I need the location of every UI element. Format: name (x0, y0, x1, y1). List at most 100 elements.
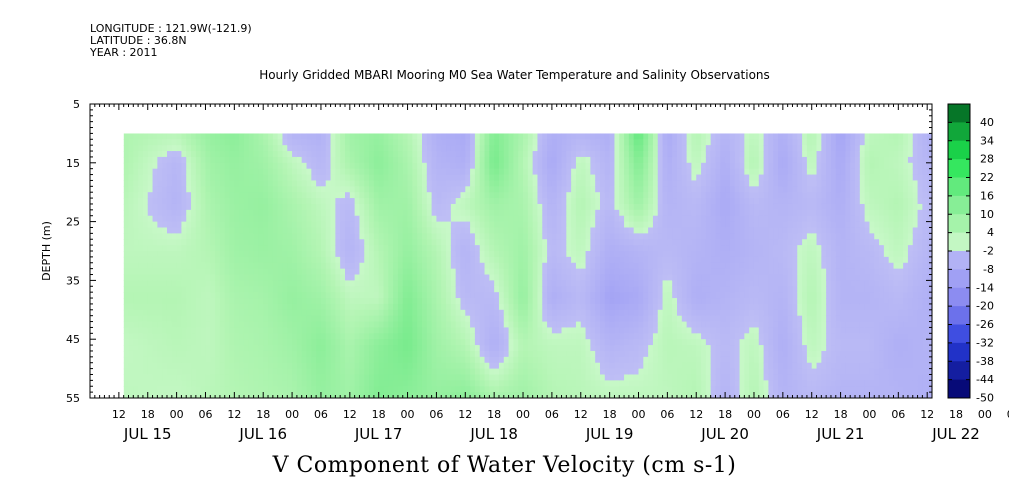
heatmap-cell (551, 298, 558, 305)
heatmap-cell (205, 221, 211, 229)
heatmap-cell (239, 198, 245, 205)
heatmap-cell (498, 156, 505, 164)
heatmap-cell (426, 198, 433, 205)
heatmap-cell (638, 245, 644, 252)
heatmap-cell (595, 180, 601, 187)
heatmap-cell (508, 251, 514, 258)
heatmap-cell (157, 374, 163, 381)
heatmap-cell (316, 298, 322, 305)
heatmap-cell (436, 362, 442, 370)
heatmap-cell (595, 174, 601, 182)
heatmap-cell (181, 392, 187, 398)
heatmap-cell (282, 368, 288, 376)
heatmap-cell (215, 215, 221, 223)
heatmap-cell (441, 356, 447, 364)
heatmap-cell (479, 151, 486, 158)
heatmap-cell (268, 139, 274, 146)
heatmap-cell (152, 174, 158, 182)
heatmap-cell (494, 392, 500, 398)
heatmap-cell (537, 356, 543, 364)
heatmap-cell (580, 309, 587, 317)
heatmap-cell (604, 151, 611, 158)
heatmap-cell (152, 198, 158, 205)
heatmap-cell (287, 350, 293, 358)
heatmap-cell (157, 221, 163, 229)
heatmap-cell (624, 198, 630, 205)
heatmap-cell (643, 162, 649, 170)
heatmap-cell (277, 309, 284, 317)
heatmap-cell (258, 303, 264, 311)
heatmap-cell (648, 192, 654, 199)
heatmap-cell (532, 274, 539, 281)
heatmap-cell (643, 198, 649, 205)
heatmap-cell (441, 280, 447, 287)
heatmap-cell (258, 333, 264, 340)
heatmap-cell (518, 292, 524, 299)
heatmap-cell (566, 221, 572, 229)
heatmap-cell (157, 186, 163, 193)
heatmap-cell (311, 368, 317, 376)
heatmap-cell (518, 233, 524, 240)
heatmap-cell (345, 192, 351, 199)
heatmap-cell (542, 198, 548, 205)
heatmap-cell (157, 315, 163, 323)
heatmap-cell (234, 345, 240, 352)
heatmap-cell (421, 133, 428, 140)
heatmap-cell (268, 174, 274, 182)
heatmap-cell (311, 309, 317, 317)
heatmap-cell (575, 274, 582, 281)
heatmap-cell (219, 245, 226, 252)
heatmap-cell (320, 392, 327, 398)
heatmap-cell (431, 198, 438, 205)
heatmap-cell (142, 362, 149, 370)
heatmap-cell (215, 192, 221, 199)
heatmap-cell (465, 392, 471, 398)
heatmap-cell (229, 374, 235, 381)
heatmap-cell (142, 162, 149, 170)
heatmap-cell (470, 274, 476, 281)
heatmap-cell (643, 233, 649, 240)
heatmap-cell (133, 315, 139, 323)
heatmap-cell (474, 309, 481, 317)
heatmap-cell (181, 292, 187, 299)
heatmap-cell (503, 268, 510, 276)
heatmap-cell (152, 309, 158, 317)
heatmap-cell (571, 174, 577, 182)
heatmap-cell (417, 245, 423, 252)
heatmap-cell (373, 345, 380, 352)
heatmap-cell (335, 356, 341, 364)
heatmap-cell (527, 198, 534, 205)
heatmap-cell (518, 298, 524, 305)
heatmap-cell (378, 215, 385, 223)
heatmap-cell (292, 292, 298, 299)
heatmap-cell (421, 380, 428, 387)
heatmap-cell (128, 345, 134, 352)
heatmap-cell (166, 362, 173, 370)
heatmap-cell (152, 203, 158, 211)
heatmap-cell (138, 245, 144, 252)
heatmap-cell (600, 221, 606, 229)
heatmap-cell (166, 333, 173, 340)
heatmap-cell (393, 186, 399, 193)
heatmap-cell (162, 145, 168, 152)
heatmap-cell (494, 303, 500, 311)
heatmap-cell (138, 227, 144, 234)
heatmap-cell (590, 309, 596, 317)
heatmap-cell (388, 256, 394, 264)
heatmap-cell (585, 350, 591, 358)
heatmap-cell (296, 309, 303, 317)
heatmap-cell (383, 362, 389, 370)
heatmap-cell (412, 227, 418, 234)
heatmap-cell (325, 274, 332, 281)
heatmap-cell (316, 333, 322, 340)
heatmap-cell (162, 356, 168, 364)
heatmap-cell (421, 321, 428, 329)
heatmap-cell (282, 180, 288, 187)
heatmap-cell (282, 333, 288, 340)
heatmap-cell (253, 315, 259, 323)
heatmap-cell (311, 298, 317, 305)
heatmap-cell (234, 350, 240, 358)
heatmap-cell (494, 251, 500, 258)
heatmap-cell (604, 303, 611, 311)
heatmap-cell (624, 156, 630, 164)
